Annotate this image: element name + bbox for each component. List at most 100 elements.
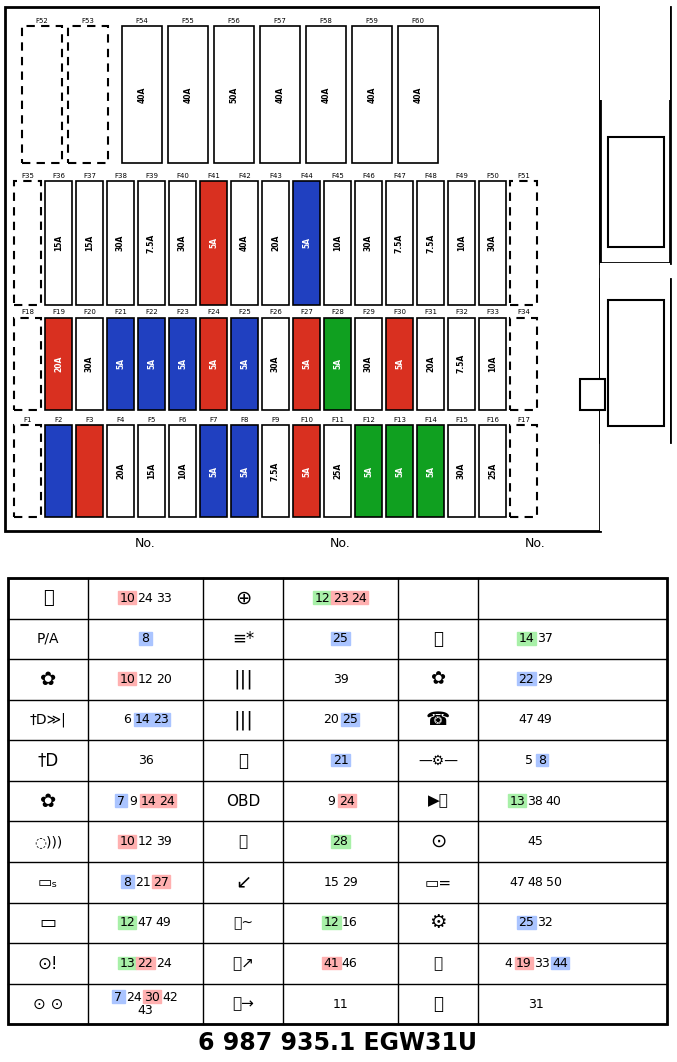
Bar	[417, 425, 444, 517]
Text: F38: F38	[114, 173, 127, 178]
Bar	[355, 425, 382, 517]
Text: 5A: 5A	[302, 238, 311, 249]
Text: F43: F43	[269, 173, 282, 178]
Bar	[332, 632, 349, 645]
Text: 20: 20	[324, 714, 339, 726]
Text: F22: F22	[145, 309, 158, 315]
Bar	[355, 181, 382, 305]
Text: 23: 23	[332, 592, 349, 604]
Text: ◌))): ◌)))	[34, 835, 62, 849]
Text: 29: 29	[342, 876, 357, 889]
Text: 5A: 5A	[209, 238, 218, 249]
Text: F23: F23	[176, 309, 189, 315]
Bar	[479, 318, 506, 410]
Text: ▭: ▭	[39, 914, 56, 931]
Text: 7.5A: 7.5A	[426, 234, 435, 253]
Bar	[448, 181, 475, 305]
Text: 11: 11	[332, 997, 349, 1011]
Text: ≡*: ≡*	[232, 630, 254, 648]
Bar	[152, 713, 170, 726]
Text: 5A: 5A	[395, 465, 404, 477]
Text: 5A: 5A	[426, 465, 435, 477]
Text: 10: 10	[119, 835, 135, 849]
Bar	[338, 794, 356, 807]
Text: F56: F56	[227, 18, 240, 24]
Text: 📯: 📯	[433, 630, 443, 648]
Bar	[118, 672, 137, 685]
Bar	[510, 181, 537, 305]
Bar	[8, 578, 667, 1025]
Text: 39: 39	[332, 673, 349, 686]
Text: ⬜→: ⬜→	[232, 996, 254, 1011]
Text: 40A: 40A	[368, 86, 376, 103]
Bar	[76, 425, 103, 517]
Text: 33: 33	[534, 957, 550, 970]
Text: F32: F32	[455, 309, 468, 315]
Bar	[5, 7, 600, 531]
Text: F54: F54	[135, 18, 148, 24]
Text: F33: F33	[486, 309, 499, 315]
Text: 50A: 50A	[230, 86, 238, 103]
Text: 27: 27	[153, 876, 169, 889]
Text: 28: 28	[332, 835, 349, 849]
Bar	[517, 632, 536, 645]
Text: F31: F31	[424, 309, 437, 315]
Text: 🪑~: 🪑~	[233, 915, 253, 930]
Text: 24: 24	[156, 957, 171, 970]
Text: 15A: 15A	[147, 463, 156, 479]
Text: 12: 12	[119, 917, 135, 929]
Text: 5A: 5A	[116, 358, 125, 370]
Bar	[515, 957, 533, 970]
Text: —⚙—: —⚙—	[418, 754, 458, 768]
Text: F26: F26	[269, 309, 282, 315]
Text: No.: No.	[135, 536, 156, 550]
Text: 20A: 20A	[116, 463, 125, 479]
Text: F24: F24	[207, 309, 220, 315]
Text: 21: 21	[332, 754, 349, 767]
Text: ☎: ☎	[426, 710, 450, 730]
Text: F55: F55	[181, 18, 194, 24]
Text: F20: F20	[83, 309, 96, 315]
Text: 30A: 30A	[178, 235, 187, 251]
Text: ▶⬜: ▶⬜	[428, 793, 448, 808]
Bar	[14, 181, 41, 305]
Text: F29: F29	[362, 309, 375, 315]
Bar	[322, 957, 341, 970]
Bar	[133, 713, 152, 726]
Text: F11: F11	[331, 416, 344, 423]
Text: 15A: 15A	[54, 235, 63, 251]
Text: 🌡: 🌡	[43, 589, 53, 607]
Bar	[138, 425, 165, 517]
Bar	[293, 318, 320, 410]
Text: 30A: 30A	[457, 463, 466, 479]
Text: 30A: 30A	[271, 356, 280, 372]
Text: F15: F15	[455, 416, 468, 423]
Bar	[14, 318, 41, 410]
Bar	[417, 181, 444, 305]
Bar	[352, 27, 392, 162]
Bar	[600, 5, 670, 100]
Text: ⛺: ⛺	[433, 995, 443, 1013]
Bar	[140, 794, 158, 807]
Text: F47: F47	[393, 173, 406, 178]
Text: 49: 49	[537, 714, 552, 726]
Text: 12: 12	[324, 917, 339, 929]
Text: 5A: 5A	[147, 358, 156, 370]
Bar	[600, 278, 670, 442]
Bar	[231, 425, 258, 517]
Text: F21: F21	[114, 309, 127, 315]
Text: F41: F41	[207, 173, 220, 178]
Text: F5: F5	[148, 416, 156, 423]
Text: ⊙!: ⊙!	[38, 955, 58, 973]
Bar	[324, 425, 351, 517]
Text: F52: F52	[36, 18, 48, 24]
Bar	[107, 425, 134, 517]
Text: F46: F46	[362, 173, 375, 178]
Bar	[517, 915, 536, 929]
Bar	[580, 378, 605, 410]
Bar	[332, 754, 349, 767]
Bar	[608, 137, 664, 247]
Bar	[158, 794, 176, 807]
Text: ⛽: ⛽	[433, 956, 443, 971]
Text: 10: 10	[119, 592, 135, 604]
